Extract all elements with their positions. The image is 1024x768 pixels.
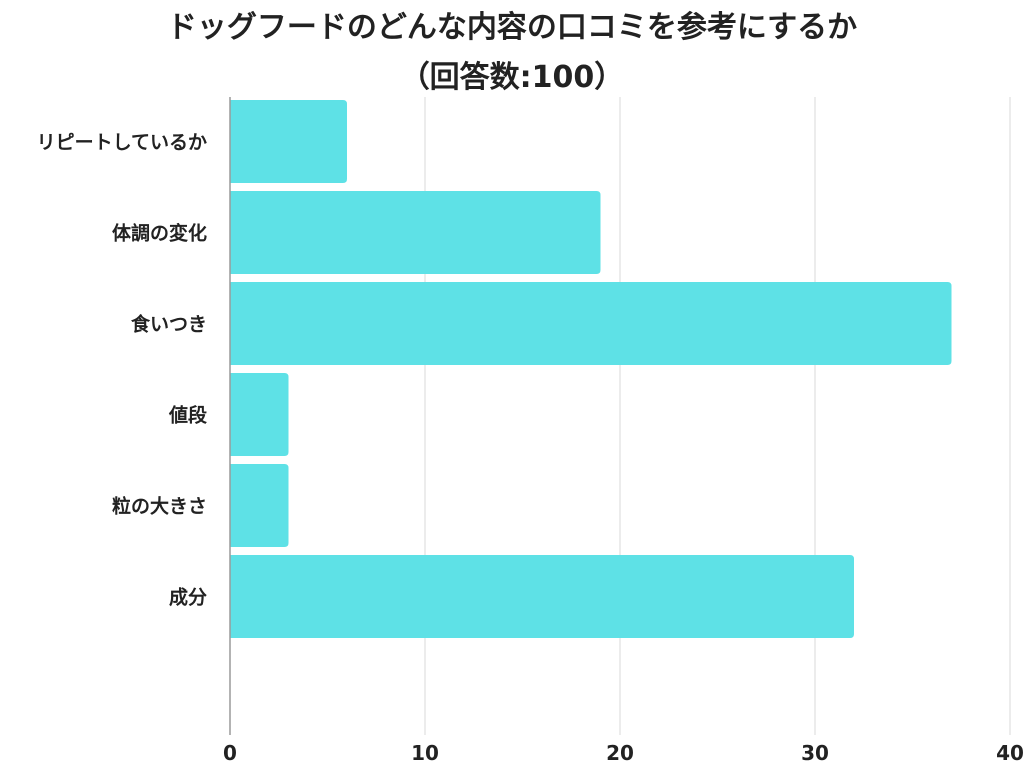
x-tick-label: 20: [606, 741, 634, 765]
chart-title: ドッグフードのどんな内容の口コミを参考にするか: [166, 10, 858, 45]
category-label: 値段: [168, 404, 208, 427]
x-tick-label: 0: [223, 741, 237, 765]
category-label: 体調の変化: [112, 222, 207, 245]
bar: [230, 282, 952, 365]
bar: [230, 464, 289, 547]
bar: [230, 555, 854, 638]
x-tick-labels: 0 10 20 30 40: [223, 741, 1024, 765]
bar: [230, 373, 289, 456]
x-tick-label: 30: [801, 741, 829, 765]
category-label: 食いつき: [131, 313, 207, 336]
bar: [230, 191, 601, 274]
bar: [230, 100, 347, 183]
bars-layer: [230, 100, 952, 638]
category-label: 成分: [169, 586, 207, 609]
x-tick-label: 40: [996, 741, 1024, 765]
chart-subtitle: （回答数:100）: [399, 60, 625, 95]
category-label: リピートしているか: [37, 132, 207, 154]
category-label: 粒の大きさ: [112, 495, 207, 518]
x-tick-label: 10: [411, 741, 439, 765]
